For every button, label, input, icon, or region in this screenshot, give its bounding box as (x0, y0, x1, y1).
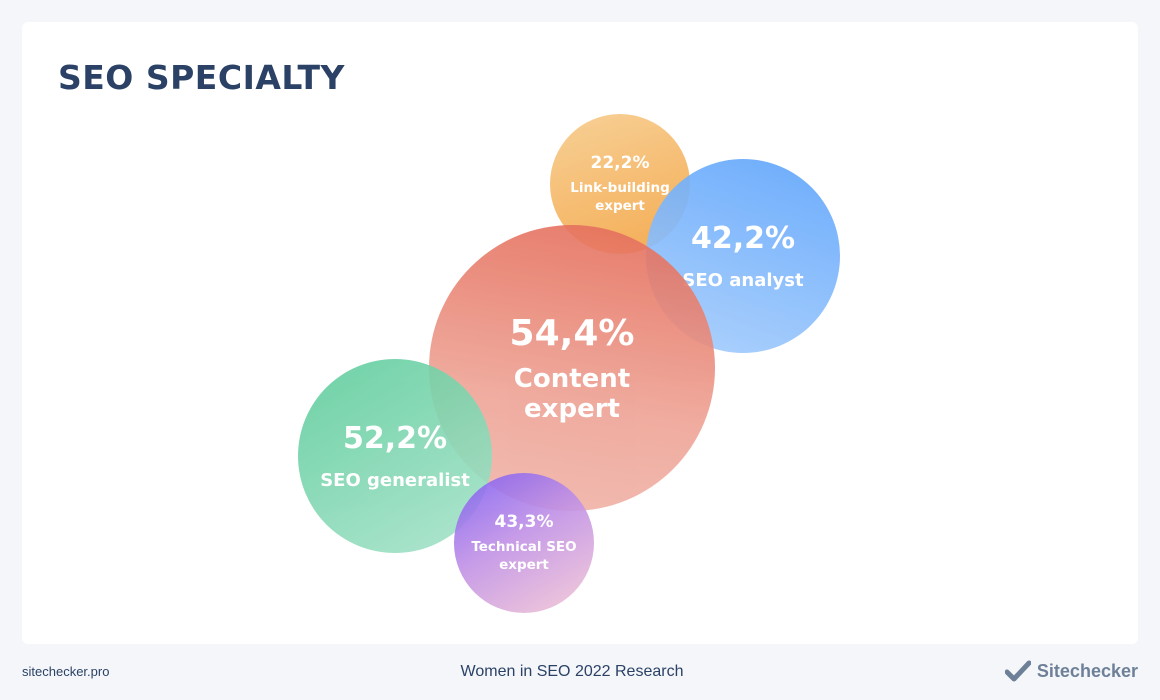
chart-card: SEO SPECIALTY 22,2% Link-building expert … (22, 22, 1138, 644)
value-label: 43,3% (494, 512, 554, 532)
brand-logo: Sitechecker (1004, 660, 1138, 682)
category-label: Link-building expert (570, 180, 670, 214)
value-label: 22,2% (590, 153, 650, 173)
category-label: SEO analyst (682, 270, 804, 291)
category-label: Content expert (513, 363, 631, 424)
bubble-technical-seo: 43,3% Technical SEO expert (454, 473, 594, 613)
value-label: 54,4% (509, 312, 635, 354)
value-label: 42,2% (690, 221, 796, 256)
chart-title: SEO SPECIALTY (58, 58, 345, 97)
category-label: SEO generalist (320, 470, 470, 491)
category-label: Technical SEO expert (471, 539, 577, 573)
value-label: 52,2% (342, 421, 448, 456)
site-link[interactable]: sitechecker.pro (22, 664, 110, 679)
brand-name: Sitechecker (1036, 660, 1138, 681)
checkmark-icon (1004, 660, 1031, 682)
research-caption: Women in SEO 2022 Research (460, 663, 684, 680)
